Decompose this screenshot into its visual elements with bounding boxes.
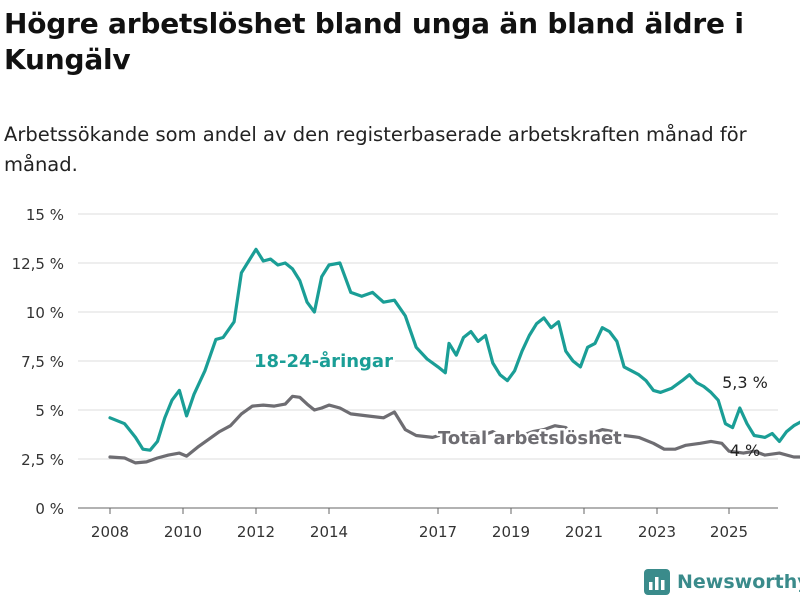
series-line-youth: [108, 247, 800, 452]
series-line-total: [108, 394, 800, 465]
y-tick-label: 7,5 %: [21, 353, 64, 371]
x-tick-label: 2023: [638, 523, 676, 541]
x-tick-label: 2012: [237, 523, 275, 541]
x-tick-label: 2010: [164, 523, 202, 541]
x-tick-label: 2019: [492, 523, 530, 541]
y-tick-label: 2,5 %: [21, 451, 64, 469]
chart-title: Högre arbetslöshet bland unga än bland ä…: [4, 7, 744, 76]
x-tick-label: 2008: [91, 523, 129, 541]
youth-series-label: 18-24-åringar: [254, 350, 393, 372]
x-tick-label: 2014: [310, 523, 348, 541]
total-series-label: Total arbetslöshet: [438, 428, 622, 449]
chart-subtitle: Arbetssökande som andel av den registerb…: [4, 123, 747, 176]
x-tick-label: 2021: [565, 523, 603, 541]
youth-end-label: 5,3 %: [722, 373, 768, 392]
brand-name: Newsworthy: [677, 571, 800, 593]
y-tick-label: 15 %: [26, 206, 64, 224]
y-tick-label: 12,5 %: [12, 255, 64, 273]
x-tick-label: 2017: [419, 523, 457, 541]
y-tick-label: 10 %: [26, 304, 64, 322]
total-series-label-halo: Total arbetslöshet: [438, 428, 622, 449]
newsworthy-logo: Newsworthy: [644, 566, 800, 598]
youth-series-label-halo: 18-24-åringar: [254, 350, 393, 372]
y-tick-label: 0 %: [35, 500, 64, 518]
bar-chart-icon: [644, 569, 670, 595]
total-end-label: 4 %: [730, 441, 760, 460]
x-tick-label: 2025: [710, 523, 748, 541]
y-tick-label: 5 %: [35, 402, 64, 420]
